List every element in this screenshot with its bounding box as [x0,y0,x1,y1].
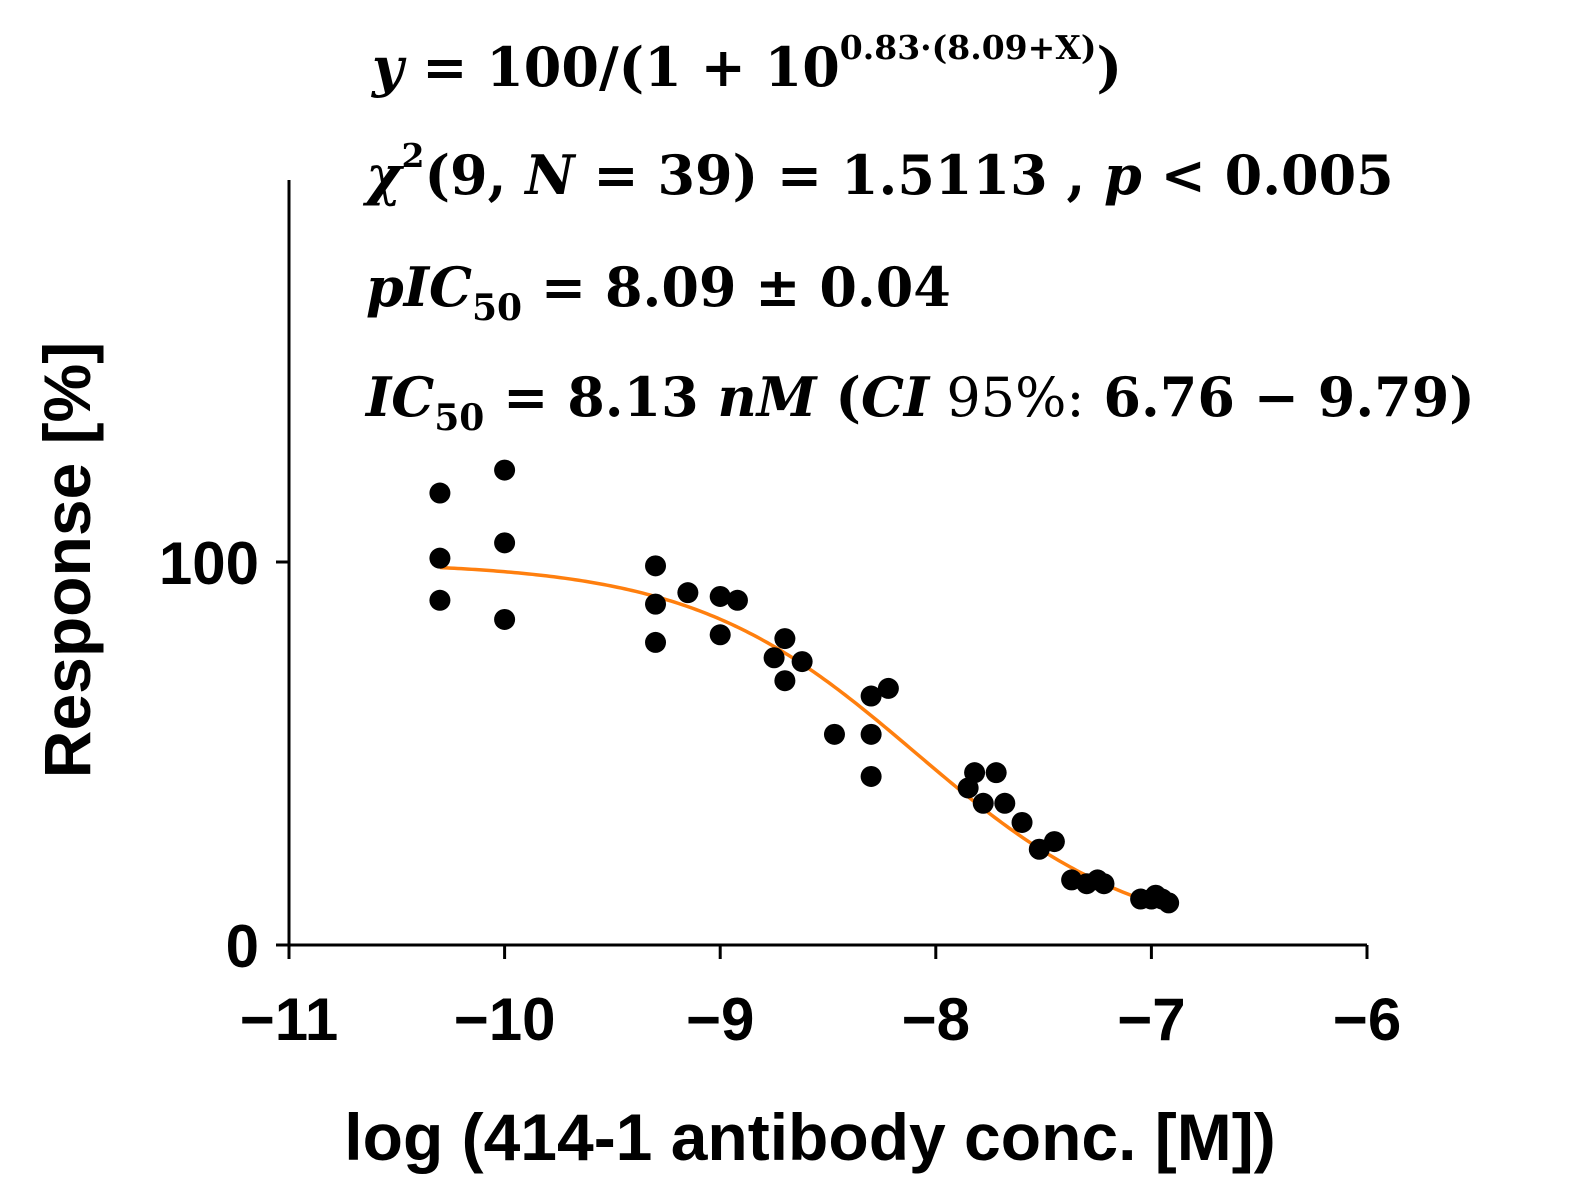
y-axis-label: Response [%] [30,342,104,778]
x-axis-label: log (414-1 antibody conc. [M]) [344,1100,1275,1174]
chi-square-stat: χ2(9, N = 39) = 1.5113 , p < 0.005 [366,139,1394,202]
data-point [677,582,699,604]
data-point [994,792,1016,814]
y-ticks: 0 100 [159,530,289,980]
equation-close: ) [1096,35,1123,99]
chi-symbol: χ [366,143,402,207]
data-point [1093,873,1115,895]
x-tick-label: −10 [454,986,556,1053]
data-point [494,532,516,554]
data-point [774,628,796,650]
chi-p-label: p [1104,143,1142,207]
pic50-stat: pIC50 = 8.09 ± 0.04 [366,260,951,326]
chi-args: (9, [424,143,526,207]
pic50-prefix: pIC [366,255,472,319]
x-tick-label: −6 [1333,986,1401,1053]
data-point [709,624,731,646]
ic50-prefix: IC [366,365,435,429]
data-point [860,765,882,787]
data-point [877,677,899,699]
data-point [985,762,1007,784]
pic50-value: = 8.09 ± 0.04 [522,255,951,319]
ic50-value: = 8.13 [484,365,718,429]
ic50-unit: nM [717,365,817,429]
equation-body: = 100/(1 + 10 [403,35,840,99]
data-point [645,593,667,615]
data-point [429,547,451,569]
chi-power: 2 [401,136,425,175]
x-ticks: −11 −10 −9 −8 −7 −6 [240,945,1401,1053]
data-point [964,762,986,784]
data-point [494,459,516,481]
data-point [645,631,667,653]
x-tick-label: −7 [1117,986,1185,1053]
equation-exponent: 0.83·(8.09+X) [839,28,1097,67]
chi-p-rest: < 0.005 [1141,143,1394,207]
data-point [860,685,882,707]
ic50-subscript: 50 [434,397,485,439]
ic50-stat: IC50 = 8.13 nM (CI 95%: 6.76 − 9.79) [366,370,1475,436]
pic50-subscript: 50 [472,287,523,329]
ic50-ci-range: 6.76 − 9.79) [1084,365,1475,429]
ic50-ci-open: ( [816,365,861,429]
chi-n-rest: = 39) = 1.5113 , [574,143,1105,207]
x-tick-label: −11 [240,986,338,1053]
data-point [1158,892,1180,914]
data-point [774,670,796,692]
x-tick-label: −8 [902,986,970,1053]
data-point [860,723,882,745]
ic50-ci-label: CI [860,365,930,429]
data-point [726,589,748,611]
data-point [709,585,731,607]
data-point [429,589,451,611]
data-point [1043,831,1065,853]
equation-lhs: y [372,35,404,99]
data-point [1011,811,1033,833]
x-tick-label: −9 [686,986,754,1053]
y-tick-label: 0 [226,913,259,980]
data-point [429,482,451,504]
data-point [645,555,667,577]
data-point [494,608,516,630]
y-tick-label: 100 [159,530,259,597]
data-points [429,459,1180,914]
data-point [823,723,845,745]
data-point [763,647,785,669]
ic50-ci-level: 95%: [929,366,1085,429]
data-point [791,651,813,673]
chi-n-label: N [525,143,575,207]
data-point [972,792,994,814]
fit-equation: y = 100/(1 + 100.83·(8.09+X)) [372,31,1122,94]
